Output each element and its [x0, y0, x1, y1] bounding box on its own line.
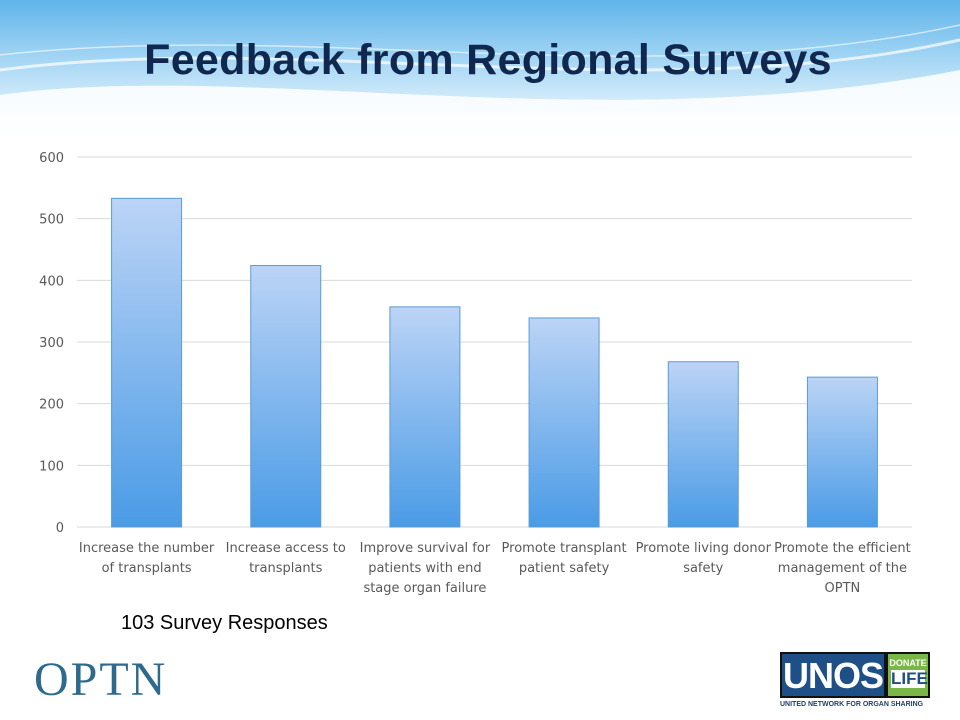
- header-background: [0, 0, 960, 140]
- y-tick-label: 200: [39, 398, 64, 413]
- y-tick-label: 400: [39, 274, 64, 289]
- slide-title: Feedback from Regional Surveys: [144, 36, 832, 84]
- donate-life-mark: DONATE LIFE: [886, 652, 930, 698]
- unos-tagline: UNITED NETWORK FOR ORGAN SHARING: [780, 701, 924, 708]
- bar: [667, 361, 739, 528]
- x-category-label: Increase access to transplants: [226, 541, 346, 576]
- bar: [528, 317, 600, 528]
- unos-wordmark: UNOS: [780, 652, 886, 698]
- bar: [389, 306, 461, 528]
- y-tick-label: 100: [39, 459, 64, 474]
- donate-text: DONATE: [889, 658, 927, 668]
- bar: [806, 376, 878, 528]
- y-tick-label: 500: [39, 213, 64, 228]
- unos-donate-life-logo: UNOS DONATE LIFE UNITED NETWORK FOR ORGA…: [780, 652, 938, 714]
- x-category-label: Promote transplant patient safety: [502, 541, 627, 576]
- x-category-label: Promote the efficient management of the OP…: [774, 541, 911, 596]
- survey-responses-note: 103 Survey Responses: [121, 612, 328, 634]
- x-category-label: Promote living donor safety: [636, 541, 772, 576]
- x-category-label: Increase the number of transplants: [79, 541, 215, 576]
- x-category-label: Improve survival for patients with end sta…: [360, 541, 491, 596]
- bar: [250, 265, 322, 528]
- y-tick-label: 0: [56, 521, 64, 536]
- life-text: LIFE: [891, 669, 928, 688]
- y-tick-label: 600: [39, 151, 64, 166]
- optn-logo: OPTN: [34, 653, 168, 706]
- bar: [111, 197, 183, 528]
- bar-chart: 0 100 200 300 400 500 600 Increase the number of…: [39, 151, 912, 596]
- y-tick-label: 300: [39, 336, 64, 351]
